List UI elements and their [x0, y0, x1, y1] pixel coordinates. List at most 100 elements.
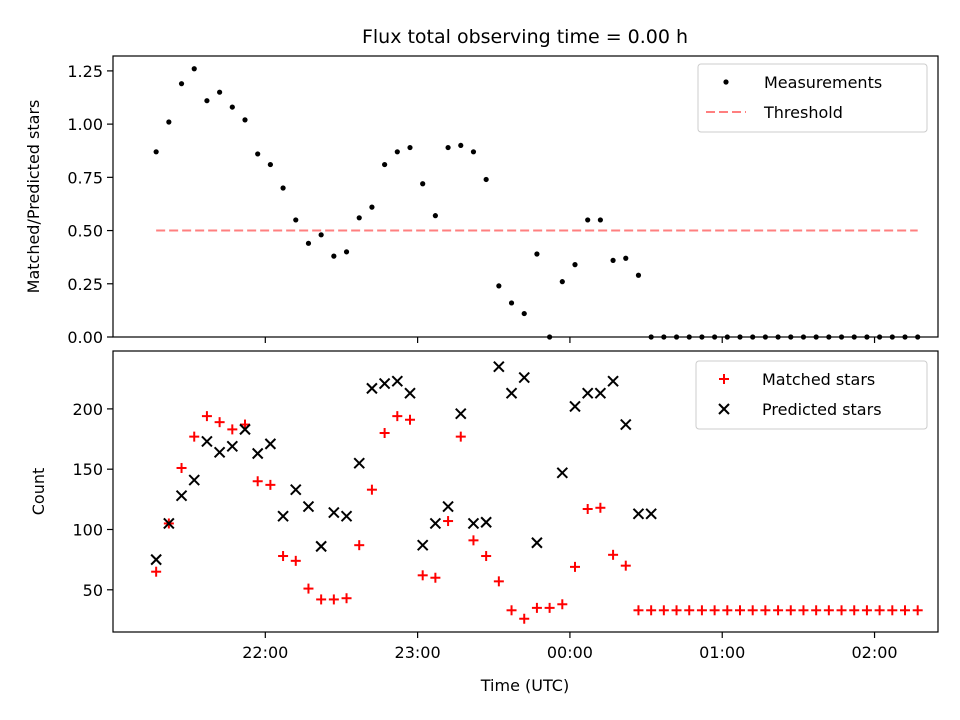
predicted-star-marker	[239, 423, 251, 436]
measurement-point	[496, 283, 502, 289]
measurement-point	[191, 66, 197, 72]
legend-label: Measurements	[764, 73, 882, 92]
measurement-point	[255, 151, 261, 157]
matched-star-marker	[849, 605, 860, 616]
measurement-point	[508, 300, 515, 306]
predicted-star-marker	[581, 387, 594, 399]
matched-star-marker	[735, 605, 745, 616]
matched-star-marker	[405, 414, 415, 425]
matched-star-marker	[341, 593, 352, 604]
matched-star-marker	[544, 602, 555, 613]
legend-measurement-symbol	[723, 79, 729, 85]
matched-star-marker	[785, 605, 796, 616]
bottom-y-ticks: 50 100 150 200	[72, 400, 113, 600]
matched-star-marker	[696, 605, 707, 616]
matched-star-marker	[836, 605, 847, 616]
measurement-point	[229, 104, 235, 110]
predicted-star-marker	[594, 387, 607, 399]
measurement-point	[305, 240, 312, 246]
y-tick-label: 100	[72, 520, 103, 539]
top-panel: 0.00 0.25 0.50 0.75 1.00 1.25 Matched/Predict…	[24, 55, 939, 347]
measurement-point	[293, 217, 299, 223]
legend-label: Predicted stars	[762, 400, 882, 419]
predicted-star-marker	[315, 540, 327, 553]
matched-star-marker	[252, 476, 263, 487]
matched-star-marker	[290, 555, 301, 566]
predicted-star-marker	[391, 375, 404, 387]
matched-star-marker	[557, 599, 568, 610]
measurement-point	[242, 117, 248, 123]
matched-star-marker	[201, 411, 212, 422]
measurement-point	[521, 310, 527, 317]
matched-star-marker	[303, 583, 314, 594]
matched-star-marker	[811, 605, 822, 616]
measurement-point	[217, 89, 223, 95]
predicted-star-marker	[378, 377, 391, 390]
measurement-point	[407, 144, 413, 151]
legend-box	[695, 360, 928, 430]
bottom-axes-frame	[112, 350, 939, 633]
measurement-point	[635, 272, 642, 278]
measurement-point	[623, 255, 629, 261]
matched-star-marker	[506, 605, 517, 616]
matched-star-marker	[354, 540, 365, 551]
matched-star-marker	[760, 605, 771, 616]
matched-star-marker	[620, 560, 631, 571]
x-tick-label: 22:00	[242, 643, 288, 662]
bottom-y-axis-label: Count	[29, 468, 48, 516]
matched-star-marker	[798, 605, 809, 616]
predicted-star-marker	[645, 508, 657, 520]
y-tick-label: 50	[83, 581, 103, 600]
measurement-point	[445, 144, 451, 151]
matched-star-marker	[531, 602, 542, 613]
matched-star-marker	[570, 561, 580, 572]
top-y-axis-label: Matched/Predicted stars	[24, 100, 43, 294]
matched-star-marker	[240, 419, 250, 430]
matched-star-marker	[912, 605, 923, 616]
matched-star-marker	[747, 605, 758, 616]
measurement-point	[343, 249, 350, 255]
predicted-star-marker	[455, 408, 467, 420]
predicted-star-marker	[188, 474, 200, 486]
predicted-star-marker	[416, 539, 429, 551]
matched-star-marker	[189, 431, 200, 442]
y-tick-label: 0.75	[67, 168, 103, 187]
predicted-star-marker	[328, 506, 340, 519]
matched-star-marker	[646, 605, 657, 616]
measurement-point	[420, 181, 426, 187]
measurement-point	[432, 213, 438, 219]
top-axes-frame	[112, 55, 939, 338]
predicted-star-marker	[429, 517, 442, 530]
matched-star-marker	[519, 613, 530, 624]
predicted-star-marker	[264, 438, 277, 450]
matched-star-marker	[278, 551, 289, 562]
predicted-star-marker	[467, 517, 480, 530]
legend-box	[697, 63, 928, 133]
matched-star-marker	[887, 605, 898, 616]
measurement-point	[458, 142, 464, 149]
measurement-point	[280, 185, 286, 191]
predicted-star-marker	[277, 510, 289, 522]
matched-star-marker	[874, 605, 885, 616]
predicted-star-marker	[632, 508, 645, 520]
measurement-point	[267, 161, 273, 168]
measurement-point	[470, 149, 477, 155]
matched-star-marker	[443, 516, 454, 527]
matched-star-marker	[722, 605, 733, 616]
matched-star-marker	[633, 605, 644, 616]
predicted-star-marker	[556, 467, 569, 479]
matched-star-marker	[316, 594, 327, 605]
measurement-point	[318, 232, 324, 238]
measurement-point	[394, 149, 400, 155]
y-tick-label: 0.25	[67, 275, 103, 294]
y-tick-label: 200	[72, 400, 103, 419]
measurement-point	[610, 257, 616, 263]
legend-label: Threshold	[763, 103, 843, 122]
matched-star-marker	[417, 570, 428, 581]
measurement-point	[559, 279, 565, 285]
predicted-star-marker	[150, 553, 162, 566]
matched-star-marker	[214, 417, 225, 428]
measurement-point	[585, 217, 591, 223]
x-axis-label: Time (UTC)	[480, 676, 569, 695]
measurement-point	[166, 119, 172, 125]
